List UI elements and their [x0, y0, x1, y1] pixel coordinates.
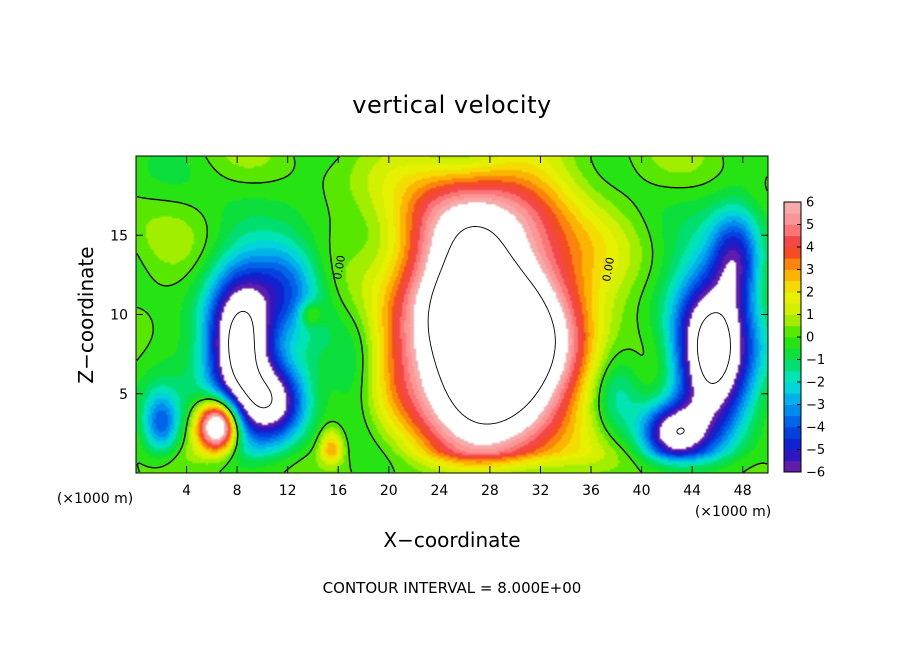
contour-minus-8: [228, 310, 731, 435]
contour-interval-note: CONTOUR INTERVAL = 8.000E+00: [323, 579, 582, 597]
colorbar-swatch: [784, 393, 801, 405]
x-unit-label-right: (×1000 m): [695, 504, 771, 520]
contour-label: 0.00: [331, 254, 348, 280]
x-tick-label: 8: [233, 483, 242, 499]
x-unit-label-left: (×1000 m): [57, 491, 133, 507]
colorbar-swatch: [784, 247, 801, 259]
colorbar-swatch: [784, 292, 801, 304]
y-axis: 5 10 15: [110, 228, 768, 403]
y-tick-label: 15: [110, 228, 128, 244]
colorbar-swatch: [784, 460, 801, 473]
x-tick-label: 20: [380, 483, 398, 499]
contour-layer: 0.00 0.00: [136, 156, 768, 473]
colorbar-swatch: [784, 202, 801, 214]
colorbar-tick-label: 6: [806, 196, 814, 211]
colorbar-swatch: [784, 370, 801, 383]
contour-plus-8: [427, 226, 556, 425]
colorbar-swatch: [784, 404, 801, 417]
colorbar-swatch: [784, 359, 801, 372]
x-tick-label: 28: [481, 483, 499, 499]
colorbar-swatch: [784, 325, 801, 338]
colorbar-tick-label: 0: [806, 331, 814, 346]
velocity-field: [136, 156, 768, 473]
colorbar-tick-label: −6: [806, 466, 825, 481]
contour-label: 0.00: [600, 256, 617, 282]
colorbar-swatch: [784, 427, 801, 439]
colorbar-swatch: [784, 314, 801, 327]
x-axis: 4 8 12 16 20 24 28 32 36 40 44 48: [182, 156, 752, 499]
x-tick-label: 40: [633, 483, 651, 499]
colorbar-tick-label: 4: [806, 241, 814, 256]
colorbar-tick-label: −4: [806, 421, 825, 436]
colorbar-swatch: [784, 438, 801, 450]
x-tick-label: 36: [582, 483, 600, 499]
colorbar-swatch: [784, 382, 801, 394]
colorbar-swatch: [784, 213, 801, 225]
y-axis-title: Z−coordinate: [74, 246, 98, 383]
colorbar-swatch: [784, 449, 801, 462]
colorbar-tick-label: −2: [806, 376, 825, 391]
colorbar-tick-label: 5: [806, 218, 814, 233]
colorbar-tick-label: 2: [806, 286, 814, 301]
x-tick-label: 12: [279, 483, 297, 499]
colorbar-tick-label: 3: [806, 263, 814, 278]
colorbar-swatch: [784, 348, 801, 360]
x-tick-label: 16: [329, 483, 347, 499]
colorbar-swatch: [784, 224, 801, 237]
colorbar-tick-label: −3: [806, 398, 825, 413]
x-tick-label: 44: [683, 483, 701, 499]
colorbar-swatch: [784, 337, 801, 349]
x-tick-label: 4: [182, 483, 191, 499]
plot-area: 0.00 0.00: [135, 155, 769, 474]
colorbar-swatch: [784, 269, 801, 282]
colorbar-swatch: [784, 280, 801, 293]
y-tick-label: 5: [119, 387, 128, 403]
colorbar-swatch: [784, 258, 801, 270]
colorbar-swatch: [784, 235, 801, 248]
colorbar-tick-label: 1: [806, 308, 814, 323]
colorbar-swatch: [784, 415, 801, 428]
x-axis-title: X−coordinate: [383, 528, 520, 552]
x-tick-label: 48: [734, 483, 752, 499]
x-tick-label: 24: [430, 483, 448, 499]
x-tick-label: 32: [532, 483, 550, 499]
colorbar-swatch: [784, 303, 801, 315]
colorbar: 6 5 4 3 2 1 0 −1 −2 −3 −4 −5 −6: [783, 196, 825, 481]
colorbar-tick-label: −1: [806, 353, 825, 368]
zero-contour: [136, 156, 768, 473]
chart-title: vertical velocity: [352, 91, 551, 119]
y-tick-label: 10: [110, 308, 128, 324]
colorbar-tick-label: −5: [806, 443, 825, 458]
